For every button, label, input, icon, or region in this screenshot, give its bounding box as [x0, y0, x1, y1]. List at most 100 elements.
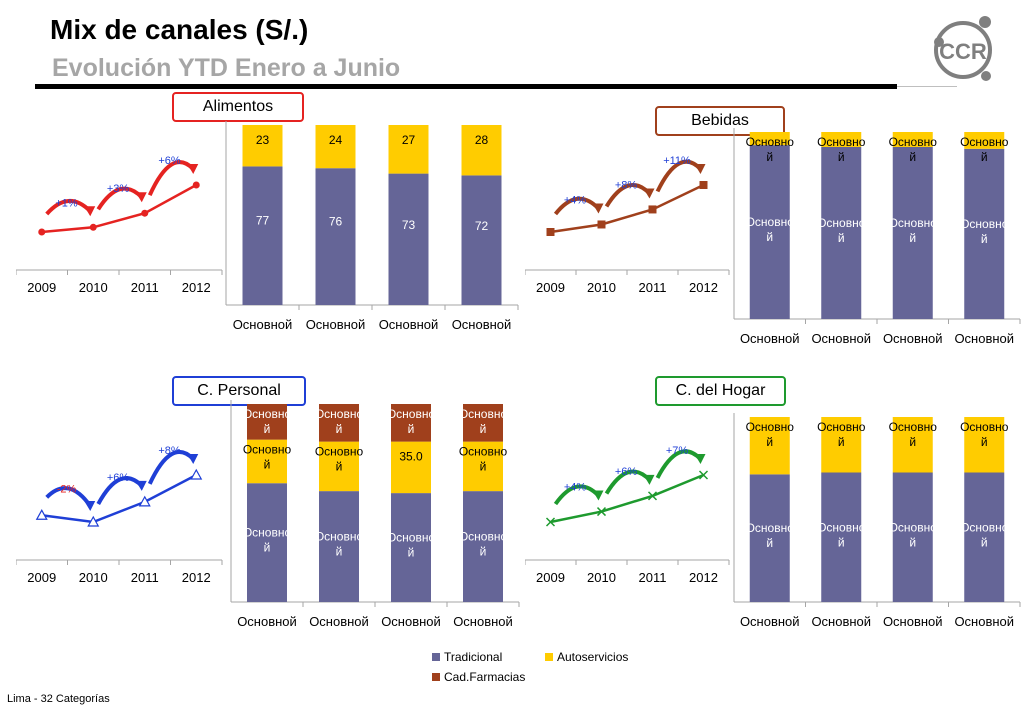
- logo-node-left: [934, 37, 944, 47]
- data-point-2009: [546, 228, 555, 236]
- bar-label-line: й: [766, 536, 773, 550]
- x-marker-stroke: [698, 470, 709, 480]
- x-tick-label: 2010: [587, 570, 616, 585]
- bar-autoservicios-3: [463, 441, 503, 492]
- bar-label-line: й: [909, 231, 916, 245]
- growth-arrowhead-0: [84, 206, 96, 217]
- growth-arrowhead-0: [592, 490, 604, 501]
- legend-item-autoservicios: Autoservicios: [545, 650, 628, 664]
- data-point-2012: [190, 468, 203, 480]
- title-underline-thin: [897, 86, 957, 87]
- category-label: Основной: [237, 614, 297, 629]
- ccr-logo: CCR: [934, 16, 992, 81]
- bar-label-line: Основно: [817, 135, 866, 149]
- footer-note: Lima - 32 Categorías: [7, 693, 110, 705]
- line-chart-hogar: 2009 2010 2011 2012 +4% +6% +7%: [525, 445, 730, 585]
- bar-label-line: Основно: [315, 407, 364, 421]
- bar-label-autoservicios-0: Основно й: [746, 135, 795, 164]
- bar-chart-alimentos: 77 23 Основной 76 24 Основной 73 27 Основной 72 28…: [225, 121, 519, 332]
- data-point-2012: [698, 470, 709, 480]
- title-underline: [35, 84, 897, 89]
- growth-label-0: +1%: [55, 197, 78, 209]
- bar-label-line: Основно: [243, 526, 292, 540]
- bar-label-line: й: [264, 458, 271, 472]
- bar-farmacias-0: [247, 404, 287, 440]
- bar-tradicional-2: [391, 493, 431, 602]
- bar-label-line: й: [766, 435, 773, 449]
- line-chart-bebidas: 2009 2010 2011 2012 +4% +8% +11%: [525, 155, 730, 295]
- bar-label-autoservicios-1: Основно й: [817, 420, 866, 449]
- bar-label-line: й: [981, 535, 988, 549]
- x-marker-stroke: [596, 507, 607, 517]
- page-subtitle: Evolución YTD Enero a Junio: [52, 54, 401, 82]
- growth-label-2: +8%: [158, 445, 181, 457]
- data-point-2011: [648, 205, 657, 214]
- legend-label-farmacias: Cad.Farmacias: [444, 670, 526, 684]
- growth-arrowhead-1: [135, 192, 147, 203]
- bar-label-autoservicios-2: Основно й: [889, 135, 938, 164]
- logo-text: CCR: [939, 39, 987, 64]
- data-point-2010: [597, 220, 606, 229]
- bar-autoservicios-2: [391, 441, 431, 494]
- bar-label-tradicional-3: Основно й: [960, 217, 1009, 246]
- bar-label-line: й: [766, 230, 773, 244]
- growth-label-2: +6%: [158, 155, 181, 167]
- bar-label-autoservicios-1: Основно й: [817, 135, 866, 164]
- bar-label-line: Основно: [817, 420, 866, 434]
- bar-label-line: Основно: [243, 407, 292, 421]
- bar-label-tradicional-0: Основно й: [746, 521, 795, 550]
- category-label: Основной: [954, 614, 1014, 629]
- growth-arrowhead-0: [84, 501, 96, 511]
- growth-arrowhead-1: [643, 474, 655, 485]
- x-tick-label: 2009: [27, 280, 56, 295]
- bar-label-line: Основно: [459, 530, 508, 544]
- bar-label-line: Основно: [960, 520, 1009, 534]
- bar-label-line: й: [909, 435, 916, 449]
- data-point-2012: [192, 181, 200, 189]
- bar-tradicional-0: [749, 145, 790, 319]
- bar-label-tradicional-2: Основно й: [889, 216, 938, 245]
- bar-autoservicios-3: [964, 417, 1005, 473]
- x-tick-label: 2012: [689, 280, 718, 295]
- bar-autoservicios-3: [461, 125, 502, 176]
- legend-label-autoservicios: Autoservicios: [557, 650, 629, 664]
- x-tick-label: 2009: [536, 570, 565, 585]
- x-tick-label: 2010: [587, 280, 616, 295]
- growth-arrowhead-2: [694, 454, 706, 464]
- bar-tradicional-1: [319, 491, 359, 602]
- bar-label-farmacias-0: Основно й: [243, 407, 292, 436]
- bar-label-line: й: [264, 422, 271, 436]
- logo-ring: [934, 21, 992, 79]
- bar-autoservicios-1: [821, 417, 862, 473]
- bar-tradicional-2: [388, 173, 429, 305]
- growth-label-0: +4%: [564, 482, 587, 494]
- legend-label-tradicional: Tradicional: [444, 650, 503, 664]
- bar-label-line: Основно: [960, 420, 1009, 434]
- growth-label-1: +3%: [107, 183, 130, 195]
- bar-label-autoservicios-2: Основно й: [889, 420, 938, 449]
- growth-label-1: +6%: [107, 472, 130, 484]
- x-tick-label: 2011: [131, 280, 159, 295]
- legend-swatch-autoservicios: [545, 653, 553, 661]
- data-point-2009: [545, 517, 556, 527]
- growth-label-1: +8%: [615, 179, 638, 191]
- bar-label-farmacias-1: Основно й: [315, 407, 364, 436]
- growth-arrowhead-1: [135, 480, 147, 491]
- bar-label-autoservicios-3: Основно й: [960, 135, 1009, 164]
- bar-tradicional-3: [964, 148, 1005, 319]
- bar-label-line: й: [981, 232, 988, 246]
- bar-label-tradicional-1: Основно й: [315, 530, 364, 559]
- bar-label-line: й: [408, 422, 415, 436]
- legend-swatch-tradicional: [432, 653, 440, 661]
- x-tick-label: 2009: [536, 280, 565, 295]
- bar-label-tradicional-2: 73: [402, 218, 416, 232]
- category-label: Основной: [811, 614, 871, 629]
- bar-label-tradicional-1: Основно й: [817, 216, 866, 245]
- panel-label-bebidas: Bebidas: [655, 106, 785, 136]
- bar-tradicional-3: [964, 472, 1005, 602]
- bar-autoservicios-2: [892, 417, 933, 473]
- bar-tradicional-3: [463, 491, 503, 602]
- bar-tradicional-1: [821, 146, 862, 319]
- bar-autoservicios-2: [388, 125, 429, 174]
- panel-label-alimentos: Alimentos: [172, 92, 304, 122]
